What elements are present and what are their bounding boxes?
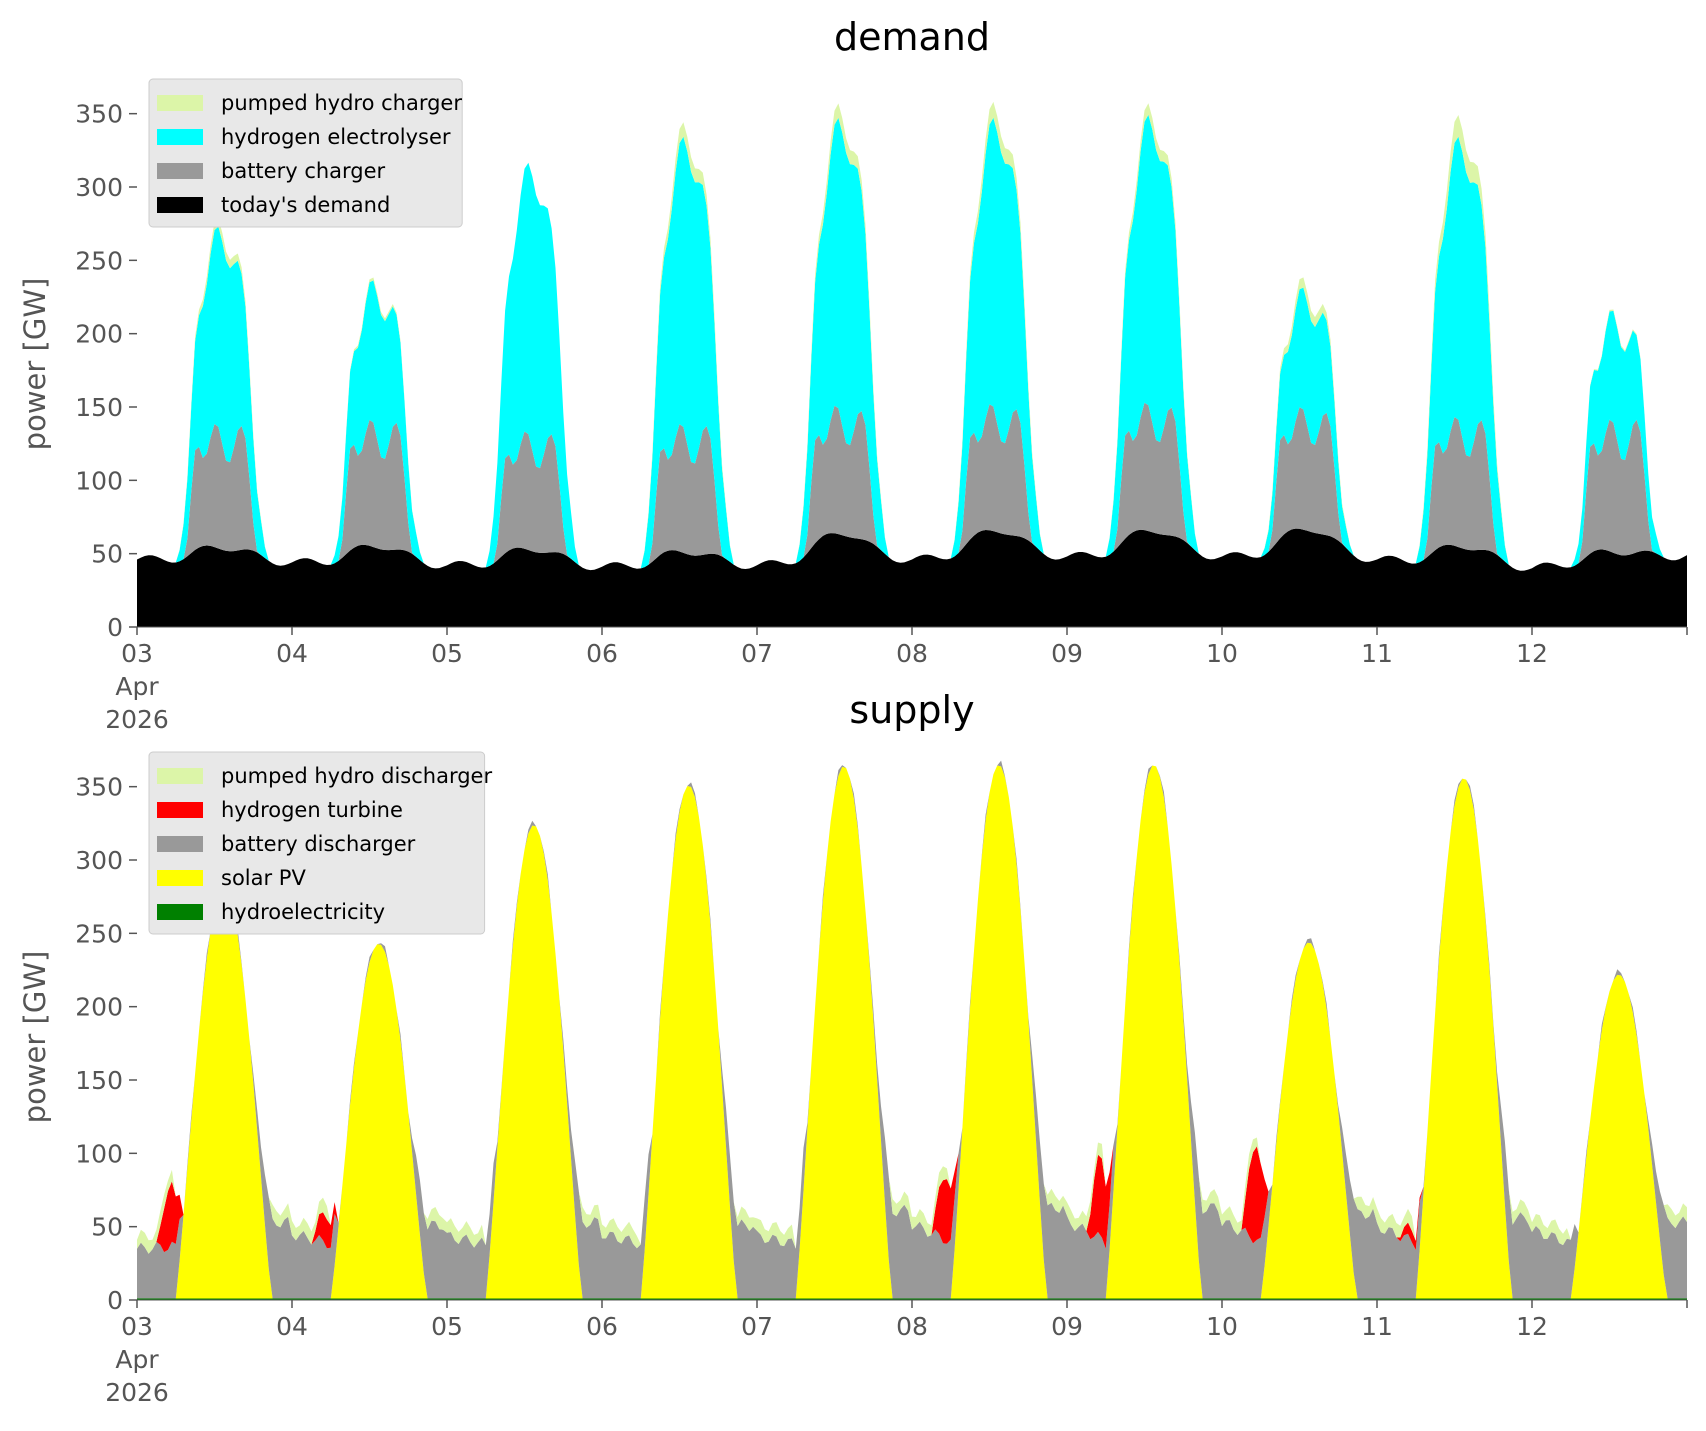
- y-tick-label: 50: [91, 540, 123, 569]
- x-tick-label: 06: [586, 639, 618, 668]
- x-tick-label: 06: [586, 1312, 618, 1341]
- x-tick-label: 07: [741, 1312, 773, 1341]
- y-tick-label: 200: [75, 320, 123, 349]
- demand-areas: [137, 101, 1687, 627]
- legend-label-battery-charger: battery charger: [221, 159, 386, 183]
- legend-swatch-battery-charger: [157, 163, 203, 179]
- x-tick-label: 09: [1051, 639, 1083, 668]
- x-tick-label: 08: [896, 1312, 928, 1341]
- y-tick-label: 150: [75, 1066, 123, 1095]
- legend-swatch-hydrogen-electrolyser: [157, 129, 203, 145]
- x-tick-label: 2026: [105, 1378, 169, 1407]
- legend-label-hydrogen-turbine: hydrogen turbine: [221, 798, 403, 822]
- x-tick-label: Apr: [115, 1345, 159, 1374]
- legend-label-hydroelectricity: hydroelectricity: [221, 900, 385, 924]
- supply-axes: 0 50 100 150 200 250 300 350 03 Apr 2026 04 05 06 07 08…: [75, 773, 1688, 1407]
- y-tick-label: 100: [75, 1139, 123, 1168]
- y-tick-label: 350: [75, 100, 123, 129]
- legend-swatch-pumped-hydro-discharger: [157, 768, 203, 784]
- area-today-s-demand: [137, 528, 1687, 627]
- legend-swatch-today-s-demand: [157, 197, 203, 213]
- y-tick-label: 0: [107, 613, 123, 642]
- x-tick-label: 10: [1206, 639, 1238, 668]
- legend-swatch-pumped-hydro-charger: [157, 95, 203, 111]
- demand-title: demand: [834, 15, 990, 59]
- x-tick-label: 04: [276, 639, 308, 668]
- supply-ylabel: power [GW]: [18, 951, 52, 1124]
- y-tick-label: 250: [75, 919, 123, 948]
- legend-swatch-hydrogen-turbine: [157, 802, 203, 818]
- x-tick-label: 12: [1516, 639, 1548, 668]
- x-tick-label: 05: [431, 639, 463, 668]
- demand-axes: 0 50 100 150 200 250 300 350 03 Apr 2026 04 05 06 07 08…: [75, 100, 1688, 734]
- area-solar-pv: [137, 765, 1687, 1299]
- supply-title: supply: [849, 688, 974, 732]
- legend-label-solar-pv: solar PV: [221, 866, 306, 890]
- y-tick-label: 300: [75, 846, 123, 875]
- x-tick-label: 08: [896, 639, 928, 668]
- x-tick-label: 03: [121, 639, 153, 668]
- x-tick-label: 04: [276, 1312, 308, 1341]
- legend-label-hydrogen-electrolyser: hydrogen electrolyser: [221, 125, 451, 149]
- supply-panel: supply power [GW] 0501001502002503003500…: [18, 688, 1688, 1407]
- legend-box: [148, 751, 486, 935]
- legend-swatch-hydroelectricity: [157, 904, 203, 920]
- x-tick-label: 05: [431, 1312, 463, 1341]
- legend-label-battery-discharger: battery discharger: [221, 832, 416, 856]
- legend-label-today-s-demand: today's demand: [221, 193, 390, 217]
- legend-swatch-solar-pv: [157, 870, 203, 886]
- area-battery-discharger: [137, 760, 1687, 1299]
- legend-label-pumped-hydro-charger: pumped hydro charger: [221, 91, 462, 115]
- y-tick-label: 350: [75, 773, 123, 802]
- y-tick-label: 200: [75, 993, 123, 1022]
- x-tick-label: 10: [1206, 1312, 1238, 1341]
- demand-ylabel: power [GW]: [18, 278, 52, 451]
- legend-swatch-battery-discharger: [157, 836, 203, 852]
- x-tick-label: 2026: [105, 705, 169, 734]
- x-tick-label: 12: [1516, 1312, 1548, 1341]
- area-hydrogen-electrolyser: [137, 114, 1687, 571]
- y-tick-label: 100: [75, 466, 123, 495]
- x-tick-label: 09: [1051, 1312, 1083, 1341]
- x-tick-label: 07: [741, 639, 773, 668]
- y-tick-label: 250: [75, 246, 123, 275]
- x-tick-label: Apr: [115, 672, 159, 701]
- area-battery-charger: [137, 402, 1687, 571]
- demand-panel: demand power [GW] 0501001502002503003500…: [18, 15, 1688, 734]
- demand-legend: pumped hydro charger hydrogen electrolyse…: [148, 78, 463, 228]
- x-tick-label: 11: [1361, 639, 1393, 668]
- legend-label-pumped-hydro-discharger: pumped hydro discharger: [221, 764, 492, 788]
- y-tick-label: 0: [107, 1286, 123, 1315]
- y-tick-label: 150: [75, 393, 123, 422]
- legend-box: [148, 78, 463, 228]
- y-tick-label: 50: [91, 1213, 123, 1242]
- supply-legend: pumped hydro discharger hydrogen turbine b…: [148, 751, 492, 935]
- x-tick-label: 11: [1361, 1312, 1393, 1341]
- x-tick-label: 03: [121, 1312, 153, 1341]
- y-tick-label: 300: [75, 173, 123, 202]
